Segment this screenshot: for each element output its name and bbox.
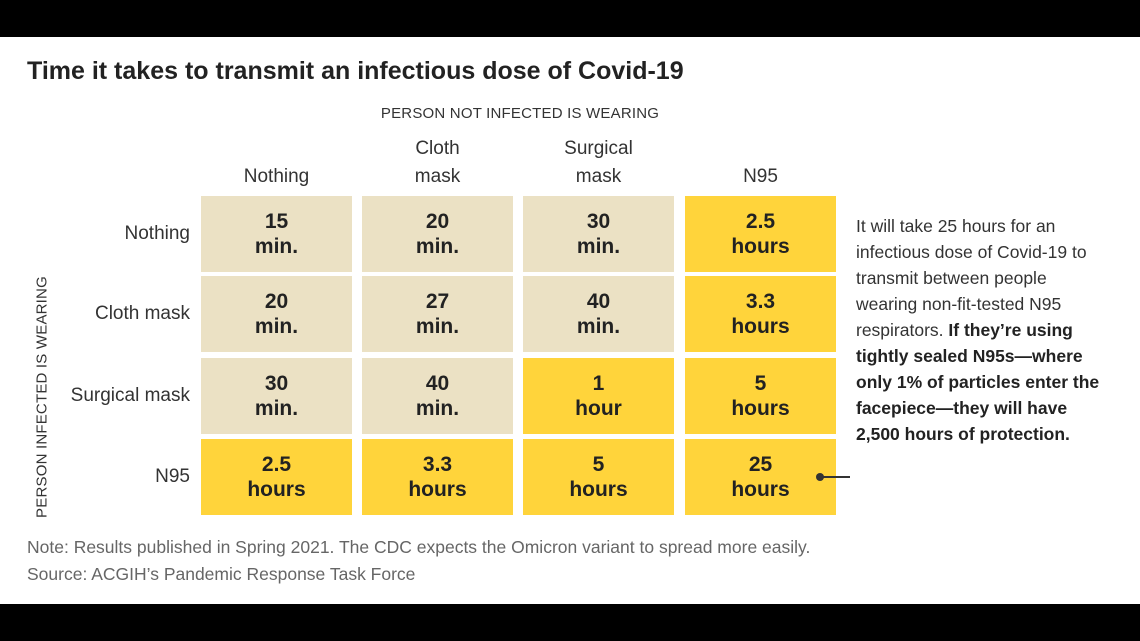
cell-value: 40 xyxy=(425,372,450,395)
cell-unit: min. xyxy=(415,235,460,258)
cell-value: 15 xyxy=(264,210,289,233)
cell-value: 25 xyxy=(748,453,773,476)
cell-unit: min. xyxy=(415,315,460,338)
cell-value: 27 xyxy=(425,290,450,313)
cell-value: 40 xyxy=(586,290,611,313)
table-cell: 15 min. xyxy=(201,196,352,272)
table-cell: 2.5 hours xyxy=(685,196,836,272)
cell-unit: min. xyxy=(254,315,299,338)
cell-unit: min. xyxy=(254,235,299,258)
cell-value: 3.3 xyxy=(745,290,776,313)
cell-unit: min. xyxy=(576,315,621,338)
bottom-letterbox-bar xyxy=(0,604,1140,641)
column-label-line: Cloth xyxy=(415,138,460,159)
column-label-line: mask xyxy=(575,166,622,187)
annotation-normal: It will take 25 hours for an infectious … xyxy=(856,216,1087,340)
column-label-line: Nothing xyxy=(243,166,310,187)
table-cell: 3.3 hours xyxy=(362,439,513,515)
cell-unit: hour xyxy=(575,397,622,420)
annotation-text: It will take 25 hours for an infectious … xyxy=(856,213,1101,447)
column-label: Nothing xyxy=(201,133,352,191)
chart-title: Time it takes to transmit an infectious … xyxy=(27,57,684,85)
table-cell: 20 min. xyxy=(201,276,352,352)
table-cell: 1 hour xyxy=(523,358,674,434)
table-cell: 2.5 hours xyxy=(201,439,352,515)
cell-value: 20 xyxy=(425,210,450,233)
row-label: Surgical mask xyxy=(70,385,190,406)
cell-unit: hours xyxy=(731,478,790,501)
column-label-line: mask xyxy=(414,166,461,187)
cell-value: 30 xyxy=(586,210,611,233)
table-cell: 5 hours xyxy=(685,358,836,434)
table-cell: 20 min. xyxy=(362,196,513,272)
column-label: N95 xyxy=(685,133,836,191)
table-cell: 27 min. xyxy=(362,276,513,352)
row-label: Cloth mask xyxy=(94,303,190,324)
column-label-line: Surgical xyxy=(564,138,633,159)
cell-unit: hours xyxy=(247,478,306,501)
row-label: N95 xyxy=(155,466,190,487)
column-header-label: PERSON NOT INFECTED IS WEARING xyxy=(380,105,660,122)
annotation-pointer-dot xyxy=(816,473,824,481)
cell-unit: hours xyxy=(731,315,790,338)
cell-value: 20 xyxy=(264,290,289,313)
cell-value: 5 xyxy=(592,453,605,476)
table-cell: 40 min. xyxy=(362,358,513,434)
annotation-bold: If they’re using tightly sealed N95s—whe… xyxy=(856,320,1100,444)
cell-value: 30 xyxy=(264,372,289,395)
cell-unit: min. xyxy=(415,397,460,420)
table-cell: 5 hours xyxy=(523,439,674,515)
cell-unit: hours xyxy=(731,235,790,258)
cell-unit: min. xyxy=(576,235,621,258)
top-letterbox-bar xyxy=(0,0,1140,37)
table-cell: 40 min. xyxy=(523,276,674,352)
column-label-line: N95 xyxy=(743,166,778,187)
table-cell: 25 hours xyxy=(685,439,836,515)
column-label: Cloth mask xyxy=(362,133,513,191)
column-label: Surgical mask xyxy=(523,133,674,191)
cell-value: 5 xyxy=(754,372,767,395)
cell-unit: hours xyxy=(569,478,628,501)
cell-unit: min. xyxy=(254,397,299,420)
row-label: Nothing xyxy=(124,223,191,244)
table-cell: 3.3 hours xyxy=(685,276,836,352)
source-text: Source: ACGIH’s Pandemic Response Task F… xyxy=(27,564,416,584)
cell-value: 1 xyxy=(592,372,605,395)
cell-value: 3.3 xyxy=(422,453,453,476)
cell-value: 2.5 xyxy=(745,210,776,233)
cell-value: 2.5 xyxy=(261,453,292,476)
table-cell: 30 min. xyxy=(201,358,352,434)
cell-unit: hours xyxy=(408,478,467,501)
chart-panel: Time it takes to transmit an infectious … xyxy=(0,37,1140,604)
cell-unit: hours xyxy=(731,397,790,420)
table-cell: 30 min. xyxy=(523,196,674,272)
annotation-pointer-line xyxy=(820,476,850,478)
note-text: Note: Results published in Spring 2021. … xyxy=(27,537,811,557)
